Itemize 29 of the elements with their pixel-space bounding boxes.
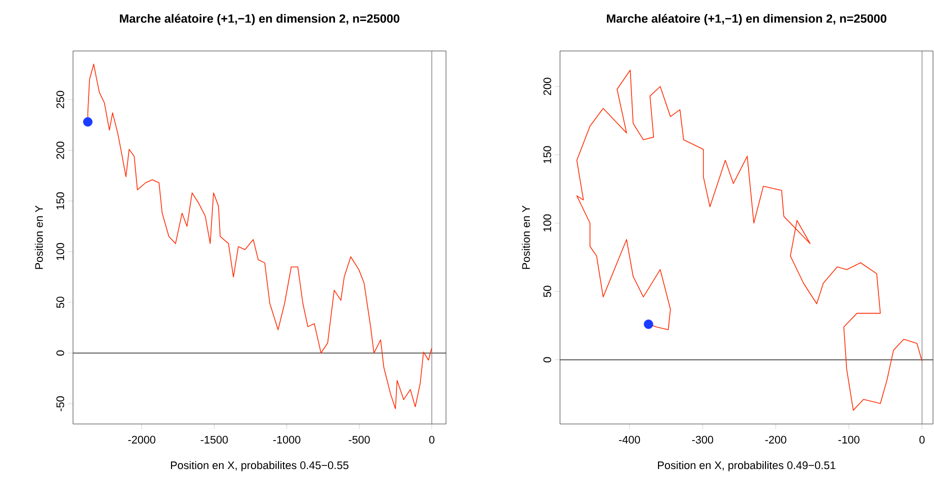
chart-title: Marche aléatoire (+1,−1) en dimension 2, n=25000 bbox=[120, 14, 400, 26]
y-tick-label: 100 bbox=[543, 214, 552, 232]
x-axis-title: Position en X, probabilites 0.49−0.51 bbox=[658, 461, 836, 472]
y-tick-label: 0 bbox=[56, 350, 64, 356]
x-tick-label: -300 bbox=[692, 436, 714, 444]
x-tick-label: -1500 bbox=[200, 436, 228, 444]
x-tick-label: -200 bbox=[765, 436, 786, 444]
line-series bbox=[576, 70, 922, 411]
y-tick-label: 250 bbox=[56, 90, 64, 108]
x-tick-label: -2000 bbox=[128, 436, 156, 444]
x-tick-label: -500 bbox=[348, 436, 370, 444]
y-tick-label: 50 bbox=[56, 296, 64, 308]
x-tick-label: 0 bbox=[429, 436, 434, 444]
y-axis-title: Position en Y bbox=[34, 205, 43, 269]
y-tick-label: -50 bbox=[56, 396, 64, 412]
y-tick-label: 100 bbox=[56, 242, 64, 260]
y-tick-label: 200 bbox=[56, 142, 64, 159]
x-tick-label: -400 bbox=[619, 436, 640, 444]
y-tick-label: 150 bbox=[543, 146, 552, 164]
y-tick-label: 0 bbox=[543, 357, 552, 362]
x-tick-label: 0 bbox=[919, 436, 925, 444]
x-tick-label: -100 bbox=[838, 436, 860, 444]
x-axis-title: Position en X, probabilites 0.45−0.55 bbox=[171, 461, 348, 472]
y-tick-label: 50 bbox=[543, 286, 552, 298]
y-tick-label: 200 bbox=[543, 78, 552, 96]
y-tick-label: 150 bbox=[56, 192, 64, 210]
x-tick-label: -1000 bbox=[273, 436, 300, 444]
chart-title: Marche aléatoire (+1,−1) en dimension 2, n=25000 bbox=[606, 14, 886, 26]
y-axis-title: Position en Y bbox=[522, 205, 530, 269]
